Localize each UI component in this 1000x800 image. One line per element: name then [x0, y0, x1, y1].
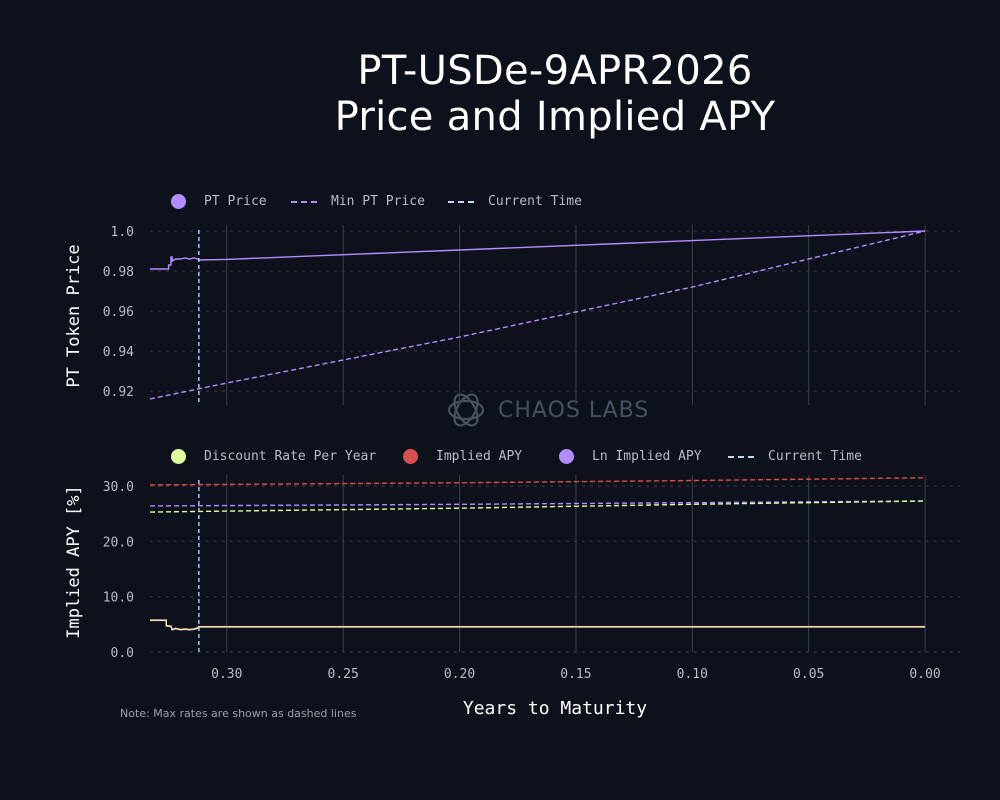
series-line-discount-rate-per-year-solid — [150, 619, 926, 631]
legend-swatch-implied-apy — [403, 449, 418, 464]
y-tick-label: 0.98 — [103, 265, 134, 280]
bottom-chart-apy: 0.30 0.25 0.20 0.15 0.10 0.05 0.00 0.0 10.0 20.0 3… — [103, 475, 960, 682]
legend-item-current-time-top: Current Time — [448, 194, 582, 209]
title-line-1: PT-USDe-9APR2026 — [357, 48, 753, 94]
legend-swatch-current-time-bottom — [728, 455, 754, 458]
series-line-implied-apy-dashed — [149, 477, 926, 486]
legend-label-min-pt-price: Min PT Price — [331, 194, 425, 209]
legend-label-discount-rate: Discount Rate Per Year — [204, 449, 377, 464]
watermark-text: CHAOS LABS — [498, 397, 650, 423]
legend-item-ln-implied-apy: Ln Implied APY — [559, 449, 702, 464]
chaos-labs-watermark: CHAOS LABS — [446, 390, 649, 430]
y-tick-label: 0.96 — [103, 305, 134, 320]
x-tick-label: 0.10 — [677, 667, 708, 682]
legend-item-current-time-bottom: Current Time — [728, 449, 862, 464]
top-y-axis-label: PT Token Price — [64, 244, 84, 388]
legend-label-pt-price: PT Price — [204, 194, 267, 209]
legend-label-current-time-bottom: Current Time — [768, 449, 862, 464]
x-axis-label: Years to Maturity — [462, 698, 648, 719]
series-line-discount-rate-per-year-dashed — [149, 500, 926, 513]
legend-label-ln-implied-apy: Ln Implied APY — [592, 449, 702, 464]
bottom-y-axis-label: Implied APY [%] — [64, 485, 84, 639]
legend-item-pt-price: PT Price — [171, 194, 267, 209]
series-line-ln-implied-apy-solid — [150, 619, 926, 631]
series-line-pt-price-solid — [150, 230, 926, 270]
title-line-2: Price and Implied APY — [334, 94, 776, 140]
y-tick-label: 30.0 — [103, 480, 134, 495]
x-tick-label: 0.20 — [444, 667, 475, 682]
legend-swatch-min-pt-price — [291, 200, 317, 203]
top-chart-price: 0.92 0.94 0.96 0.98 1.0 — [103, 225, 960, 405]
y-tick-label: 0.0 — [111, 646, 134, 661]
legend-swatch-current-time-top — [448, 200, 474, 203]
series-line-ln-implied-apy-dashed — [149, 500, 926, 507]
legend-swatch-ln-implied-apy — [559, 449, 574, 464]
y-tick-label: 20.0 — [103, 535, 134, 550]
legend-item-discount-rate: Discount Rate Per Year — [171, 449, 376, 464]
chart-title: PT-USDe-9APR2026 Price and Implied APY — [0, 48, 1000, 140]
x-tick-label: 0.05 — [793, 667, 824, 682]
x-tick-label: 0.30 — [211, 667, 242, 682]
chaos-labs-logo-icon — [447, 393, 485, 427]
y-tick-label: 0.94 — [103, 345, 134, 360]
legend-swatch-discount-rate — [171, 449, 186, 464]
y-tick-label: 0.92 — [103, 385, 134, 400]
legend-item-min-pt-price: Min PT Price — [291, 194, 425, 209]
footnote: Note: Max rates are shown as dashed line… — [120, 707, 357, 720]
x-tick-label: 0.25 — [328, 667, 359, 682]
series-line-min-pt-price-dashed — [149, 230, 926, 400]
y-tick-label: 10.0 — [103, 591, 134, 606]
x-tick-label: 0.00 — [909, 667, 940, 682]
legend-label-current-time-top: Current Time — [488, 194, 582, 209]
legend-item-implied-apy: Implied APY — [403, 449, 522, 464]
series-line-implied-apy-solid — [150, 619, 926, 631]
x-tick-label: 0.15 — [560, 667, 591, 682]
y-tick-label: 1.0 — [111, 225, 134, 240]
legend-swatch-pt-price — [171, 194, 186, 209]
legend-label-implied-apy: Implied APY — [436, 449, 523, 464]
